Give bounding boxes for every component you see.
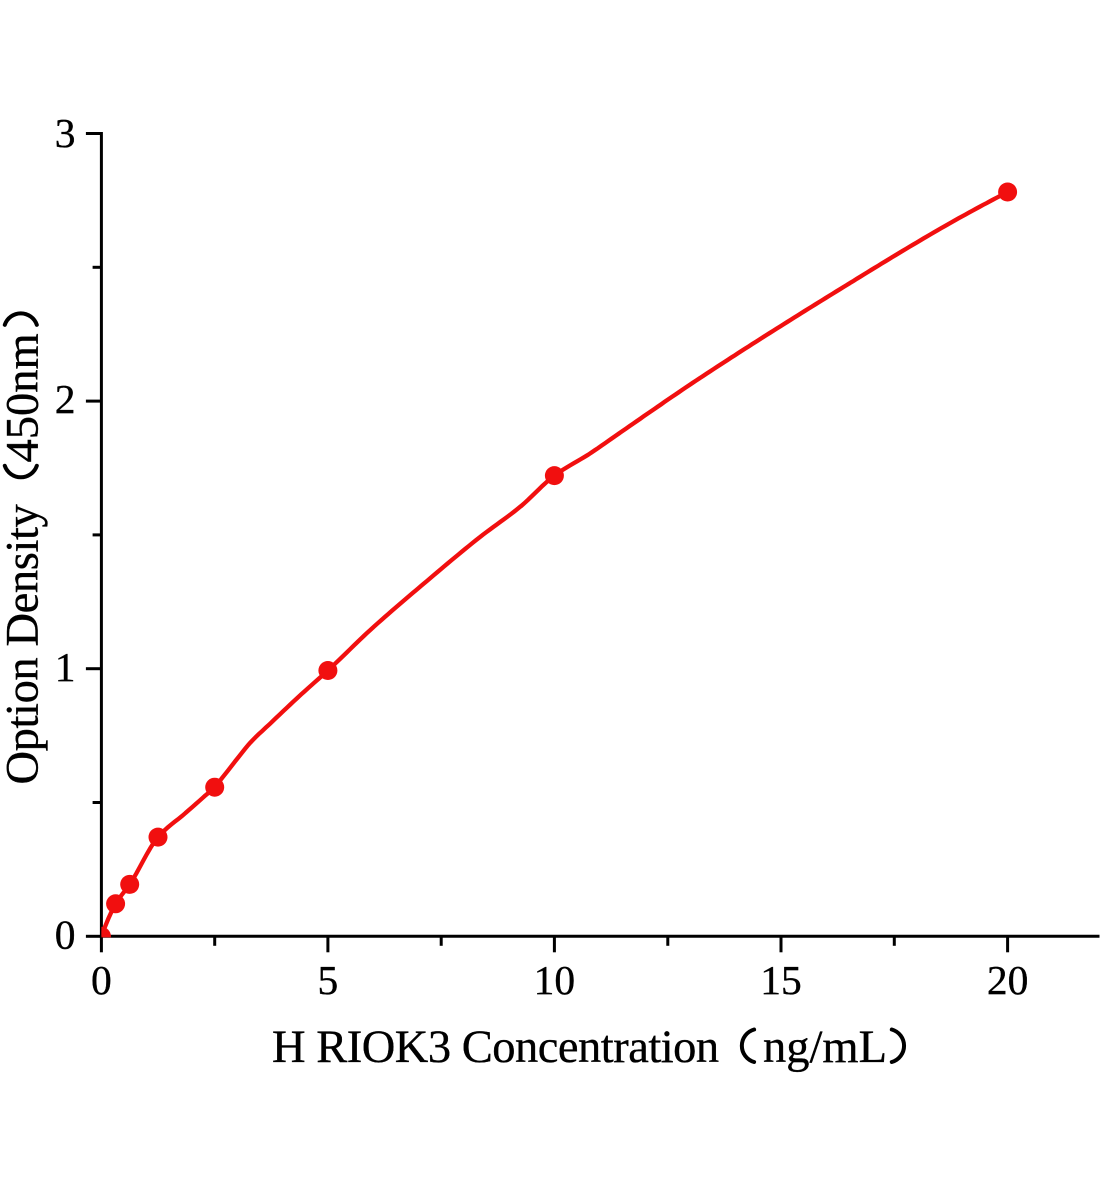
svg-text:1: 1 bbox=[55, 644, 76, 690]
svg-text:2: 2 bbox=[55, 376, 76, 422]
svg-text:3: 3 bbox=[55, 110, 76, 156]
svg-text:0: 0 bbox=[91, 957, 112, 1003]
svg-text:20: 20 bbox=[987, 957, 1029, 1003]
svg-text:15: 15 bbox=[760, 957, 802, 1003]
svg-text:Option Density450nm: Option Density450nm bbox=[0, 333, 49, 784]
svg-text:0: 0 bbox=[55, 911, 76, 957]
svg-text:10: 10 bbox=[534, 957, 576, 1003]
svg-text:5: 5 bbox=[318, 957, 339, 1003]
